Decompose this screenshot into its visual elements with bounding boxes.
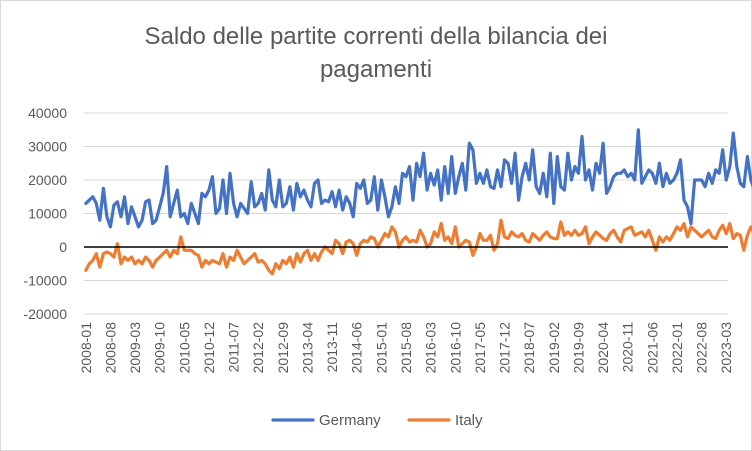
x-tick-label: 2014-06 bbox=[349, 322, 365, 374]
x-tick-label: 2020-04 bbox=[595, 322, 611, 374]
x-axis-tick-labels: 2008-01 2008-08 2009-03 2009-10 2010-05 2010-… bbox=[78, 322, 734, 374]
series-lines bbox=[84, 128, 752, 276]
legend-label-italy: Italy bbox=[455, 412, 483, 429]
chart-title: Saldo delle partite correnti della bilan… bbox=[0, 20, 752, 86]
x-tick-label: 2010-12 bbox=[201, 322, 217, 374]
x-tick-label: 2017-12 bbox=[497, 322, 513, 374]
y-tick-label: 10000 bbox=[28, 206, 67, 222]
y-tick-label: -10000 bbox=[23, 273, 67, 289]
x-tick-label: 2016-10 bbox=[447, 322, 463, 374]
x-tick-label: 2013-04 bbox=[299, 322, 315, 374]
x-tick-label: 2012-02 bbox=[250, 322, 266, 374]
y-tick-label: 30000 bbox=[28, 139, 67, 155]
x-tick-label: 2009-03 bbox=[127, 322, 143, 374]
x-tick-label: 2021-06 bbox=[644, 322, 660, 374]
x-tick-label: 2008-08 bbox=[102, 322, 118, 374]
x-tick-label: 2016-03 bbox=[423, 322, 439, 374]
y-tick-label: 40000 bbox=[28, 105, 67, 121]
series-line-germany bbox=[84, 128, 752, 229]
series-line-italy bbox=[84, 218, 752, 276]
legend: Germany Italy bbox=[271, 412, 483, 429]
y-tick-label: -20000 bbox=[23, 306, 67, 322]
x-tick-label: 2008-01 bbox=[78, 322, 94, 374]
chart-title-line-1: Saldo delle partite correnti della bilan… bbox=[144, 23, 608, 50]
x-tick-label: 2010-05 bbox=[176, 322, 192, 374]
x-tick-label: 2009-10 bbox=[152, 322, 168, 374]
x-tick-label: 2015-01 bbox=[373, 322, 389, 374]
x-tick-label: 2022-01 bbox=[669, 322, 685, 374]
y-tick-label: 0 bbox=[59, 239, 67, 255]
x-tick-label: 2019-02 bbox=[546, 322, 562, 374]
x-tick-label: 2019-09 bbox=[570, 322, 586, 374]
x-tick-label: 2013-11 bbox=[324, 322, 340, 373]
chart-title-line-2: pagamenti bbox=[319, 56, 433, 83]
x-tick-label: 2022-08 bbox=[694, 322, 710, 374]
x-tick-label: 2015-08 bbox=[398, 322, 414, 374]
x-tick-label: 2012-09 bbox=[275, 322, 291, 374]
x-tick-label: 2011-07 bbox=[226, 322, 242, 373]
x-tick-label: 2020-11 bbox=[620, 322, 636, 373]
x-tick-label: 2017-05 bbox=[472, 322, 488, 374]
y-tick-label: 20000 bbox=[28, 172, 67, 188]
legend-label-germany: Germany bbox=[319, 412, 381, 429]
x-tick-label: 2023-03 bbox=[718, 322, 734, 374]
y-axis-tick-labels: -20000 -10000 0 10000 20000 30000 40000 bbox=[23, 105, 67, 322]
gridlines bbox=[84, 112, 728, 315]
x-tick-label: 2018-07 bbox=[521, 322, 537, 374]
